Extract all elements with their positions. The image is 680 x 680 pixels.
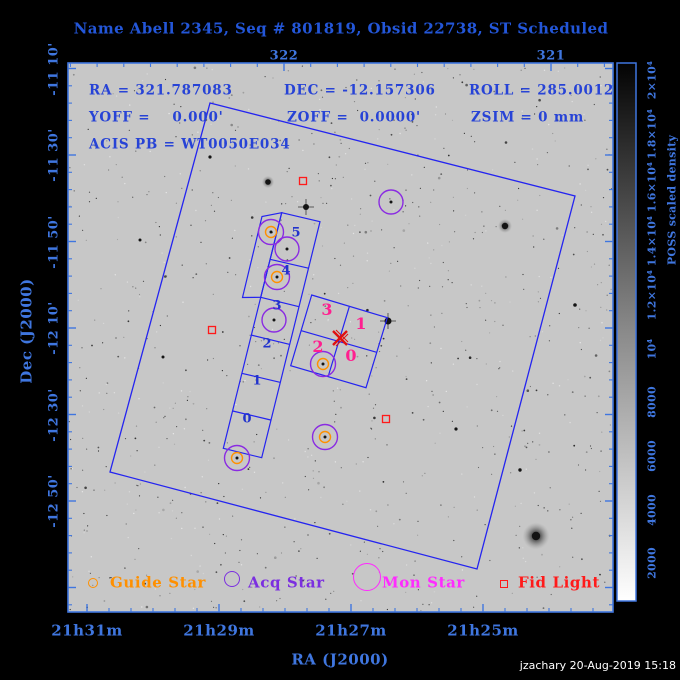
page-title: Name Abell 2345, Seq # 801819, Obsid 227… xyxy=(73,19,609,38)
acq-star-marker xyxy=(309,350,337,378)
colorbar-title: POSS scaled density xyxy=(665,134,679,266)
colorbar-tick-label: 4000 xyxy=(645,493,659,526)
guide-star-marker xyxy=(264,225,278,239)
colorbar xyxy=(616,62,637,602)
zsim-value: ZSIM = 0 mm xyxy=(471,109,585,126)
acq-star-icon xyxy=(224,571,240,587)
user-timestamp: jzachary 20-Aug-2019 15:18 xyxy=(519,659,676,672)
colorbar-tick-label: 10⁴ xyxy=(645,337,659,360)
guide-star-marker xyxy=(318,430,332,444)
acis-s-chip-label: 2 xyxy=(262,336,272,352)
bottom-axis-tick-label: 21h29m xyxy=(183,621,255,640)
colorbar-tick-label: 2×10⁴ xyxy=(645,60,659,100)
acis-s-chip-label: 1 xyxy=(252,373,262,389)
acq-star-marker xyxy=(261,307,287,333)
left-axis-tick-label: -11 10' xyxy=(46,41,62,96)
acis-i-chip-label: 3 xyxy=(321,300,333,319)
colorbar-tick-label: 1.6×10⁴ xyxy=(645,162,659,213)
dec-value: DEC = -12.157306 xyxy=(284,82,436,99)
left-axis-tick-label: -11 50' xyxy=(46,214,62,269)
aimpoint-marker xyxy=(332,329,349,347)
x-axis-title: RA (J2000) xyxy=(291,650,389,669)
acis-s-chip-label: 5 xyxy=(291,225,301,241)
guide-star-icon xyxy=(88,578,98,588)
legend-mon-star: Mon Star xyxy=(382,573,465,592)
left-axis-tick-label: -12 10' xyxy=(46,301,62,355)
colorbar-tick-label: 1.4×10⁴ xyxy=(645,215,659,267)
guide-star-marker xyxy=(316,357,330,371)
fid-light-marker xyxy=(207,325,217,335)
fid-light-icon xyxy=(500,580,508,588)
acis-pb-value: ACIS PB = WT0050E034 xyxy=(89,136,291,153)
y-axis-title: Dec (J2000) xyxy=(17,278,36,384)
acq-star-marker xyxy=(378,189,404,215)
acq-star-marker xyxy=(223,444,251,472)
star-markers xyxy=(207,176,404,472)
acq-star-marker xyxy=(257,218,285,246)
roll-value: ROLL = 285.0012 xyxy=(469,82,615,99)
acis-i-chip-label: 2 xyxy=(312,337,324,356)
guide-star-marker xyxy=(230,451,244,465)
mon-star-icon xyxy=(353,563,381,591)
top-axis-tick-label: 322 xyxy=(269,48,299,64)
top-axis-tick-label: 321 xyxy=(536,48,566,64)
plot-frame xyxy=(67,62,614,613)
left-axis-tick-label: -12 50' xyxy=(46,474,62,528)
ra-value: RA = 321.787083 xyxy=(89,82,233,99)
guide-star-marker xyxy=(270,270,284,284)
fid-light-marker xyxy=(298,176,308,186)
left-axis-tick-label: -11 30' xyxy=(46,128,62,182)
acis-s-chip-label: 0 xyxy=(242,411,252,427)
bottom-axis-tick-label: 21h25m xyxy=(447,621,519,640)
left-axis-tick-label: -12 30' xyxy=(46,387,62,442)
bottom-axis-tick-label: 21h31m xyxy=(51,621,123,640)
sky-noise xyxy=(68,65,613,612)
acq-star-marker xyxy=(263,263,291,291)
field-stars xyxy=(138,155,577,550)
colorbar-tick-label: 8000 xyxy=(645,386,659,419)
acq-star-marker xyxy=(274,236,300,262)
legend-guide-star: Guide Star xyxy=(110,573,207,592)
acis-i-chip-label: 0 xyxy=(345,346,357,365)
acq-star-marker xyxy=(311,423,339,451)
legend-fid-light: Fid Light xyxy=(518,573,601,592)
colorbar-tick-label: 6000 xyxy=(645,439,659,472)
colorbar-tick-label: 1.8×10⁴ xyxy=(645,108,659,159)
acis-s-chip-label: 3 xyxy=(272,298,282,314)
fid-light-marker xyxy=(381,414,391,424)
yoff-value: YOFF = 0.000' xyxy=(89,109,224,126)
acis-i-array xyxy=(289,294,389,389)
bottom-axis-tick-label: 21h27m xyxy=(315,621,387,640)
zoff-value: ZOFF = 0.0000' xyxy=(287,109,421,126)
legend-acq-star: Acq Star xyxy=(248,573,325,592)
colorbar-tick-label: 2000 xyxy=(645,547,659,580)
colorbar-tick-label: 1.2×10⁴ xyxy=(645,269,659,321)
hrc-fov-outline xyxy=(109,102,576,570)
acis-i-chip-label: 1 xyxy=(355,314,367,333)
acis-s-chip-label: 4 xyxy=(281,263,291,279)
